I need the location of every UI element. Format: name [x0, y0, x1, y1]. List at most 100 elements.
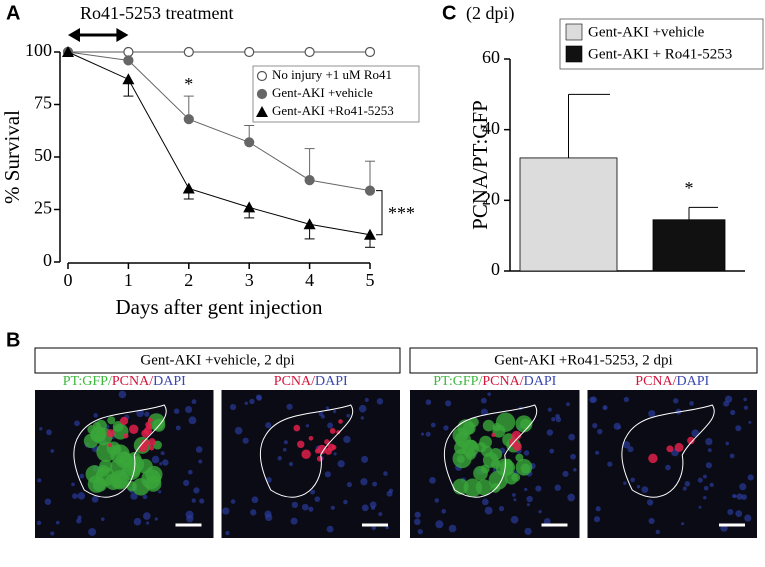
- nucleus: [36, 520, 42, 526]
- nucleus: [697, 477, 703, 483]
- nucleus: [337, 460, 345, 468]
- nucleus: [684, 481, 691, 487]
- nucleus: [566, 402, 570, 407]
- pcna-nucleus: [687, 436, 695, 445]
- pcna-nucleus: [666, 445, 674, 453]
- nucleus: [324, 471, 331, 478]
- marker: [122, 73, 135, 85]
- nucleus: [443, 425, 449, 431]
- nucleus: [526, 495, 533, 503]
- stain-label: PT:GFP/PCNA/DAPI: [63, 374, 186, 389]
- nucleus: [729, 453, 735, 459]
- legend-marker: [256, 106, 268, 117]
- panel-label: A: [6, 2, 20, 24]
- pcna-nucleus: [324, 439, 330, 445]
- pcna-nucleus: [120, 416, 129, 425]
- nucleus: [744, 514, 752, 522]
- nucleus: [445, 400, 452, 407]
- error-bar: [688, 206, 718, 220]
- series-line: [67, 51, 371, 236]
- nucleus: [655, 529, 660, 535]
- nucleus: [93, 413, 98, 418]
- nucleus: [573, 467, 577, 472]
- nucleus: [613, 422, 621, 430]
- nucleus: [549, 448, 555, 454]
- pcna-nucleus: [141, 429, 150, 438]
- nucleus: [251, 496, 259, 504]
- nucleus: [242, 437, 249, 444]
- nucleus: [173, 408, 180, 414]
- nucleus: [543, 518, 551, 525]
- annotation: *: [184, 74, 193, 94]
- nucleus: [554, 484, 561, 491]
- legend-marker: [256, 88, 268, 100]
- nucleus: [593, 516, 601, 523]
- legend-marker: [256, 70, 268, 82]
- nucleus: [77, 492, 86, 500]
- gfp-cell: [492, 422, 501, 432]
- nucleus: [229, 404, 237, 411]
- nucleus: [222, 507, 230, 515]
- nucleus: [623, 396, 629, 403]
- nucleus: [567, 493, 576, 502]
- marker: [244, 46, 255, 58]
- micrograph: [221, 390, 400, 538]
- nucleus: [308, 506, 314, 512]
- nucleus: [607, 461, 613, 467]
- nucleus: [743, 397, 748, 402]
- nucleus: [524, 487, 528, 492]
- y-tick-label: 40: [482, 118, 500, 138]
- y-tick-label: 25: [34, 198, 52, 218]
- marker: [304, 46, 315, 58]
- stain-name: PCNA: [482, 374, 520, 389]
- nucleus: [498, 506, 505, 512]
- legend-label: No injury +1 uM Ro41: [272, 67, 392, 82]
- y-tick-label: 0: [43, 250, 52, 270]
- stain-name: DAPI: [524, 374, 557, 389]
- marker: [364, 46, 376, 58]
- nucleus: [735, 425, 742, 432]
- nucleus: [743, 405, 749, 410]
- nucleus: [55, 520, 60, 525]
- gfp-cell: [456, 455, 465, 464]
- nucleus: [151, 455, 160, 464]
- group-title: Gent-AKI +vehicle, 2 dpi: [140, 352, 294, 368]
- nucleus: [546, 429, 554, 436]
- y-tick-label: 75: [34, 93, 52, 113]
- nucleus: [144, 411, 150, 417]
- x-tick-label: 0: [64, 270, 73, 290]
- group-title-box: [409, 347, 758, 374]
- y-tick-label: 60: [482, 47, 500, 67]
- group-title-box: [34, 347, 401, 374]
- nucleus: [568, 433, 576, 441]
- gfp-cell: [515, 453, 524, 462]
- nucleus: [570, 453, 576, 460]
- nucleus: [511, 493, 516, 497]
- nucleus: [50, 449, 55, 453]
- nucleus: [250, 509, 257, 516]
- nucleus: [371, 505, 376, 510]
- y-axis-label: % Survival: [0, 110, 24, 204]
- nucleus: [327, 422, 334, 429]
- nucleus: [146, 521, 150, 525]
- legend-swatch: [565, 45, 583, 63]
- legend-box: [559, 18, 764, 70]
- nucleus: [360, 478, 368, 486]
- y-tick-label: 20: [482, 188, 500, 208]
- gfp-cell: [132, 478, 150, 496]
- gfp-cell: [482, 419, 495, 432]
- nucleus: [195, 446, 203, 453]
- legend-label: Gent-AKI +vehicle: [588, 24, 705, 40]
- nucleus: [510, 515, 519, 524]
- nucleus: [703, 474, 707, 479]
- nucleus: [723, 400, 730, 407]
- nucleus: [378, 512, 383, 517]
- stain-name: DAPI: [677, 374, 710, 389]
- pcna-nucleus: [293, 424, 301, 432]
- nucleus: [288, 461, 294, 467]
- nucleus: [118, 390, 127, 399]
- nucleus: [555, 416, 562, 423]
- nucleus: [648, 410, 656, 418]
- nucleus: [665, 464, 671, 471]
- panel-label: C: [442, 2, 456, 24]
